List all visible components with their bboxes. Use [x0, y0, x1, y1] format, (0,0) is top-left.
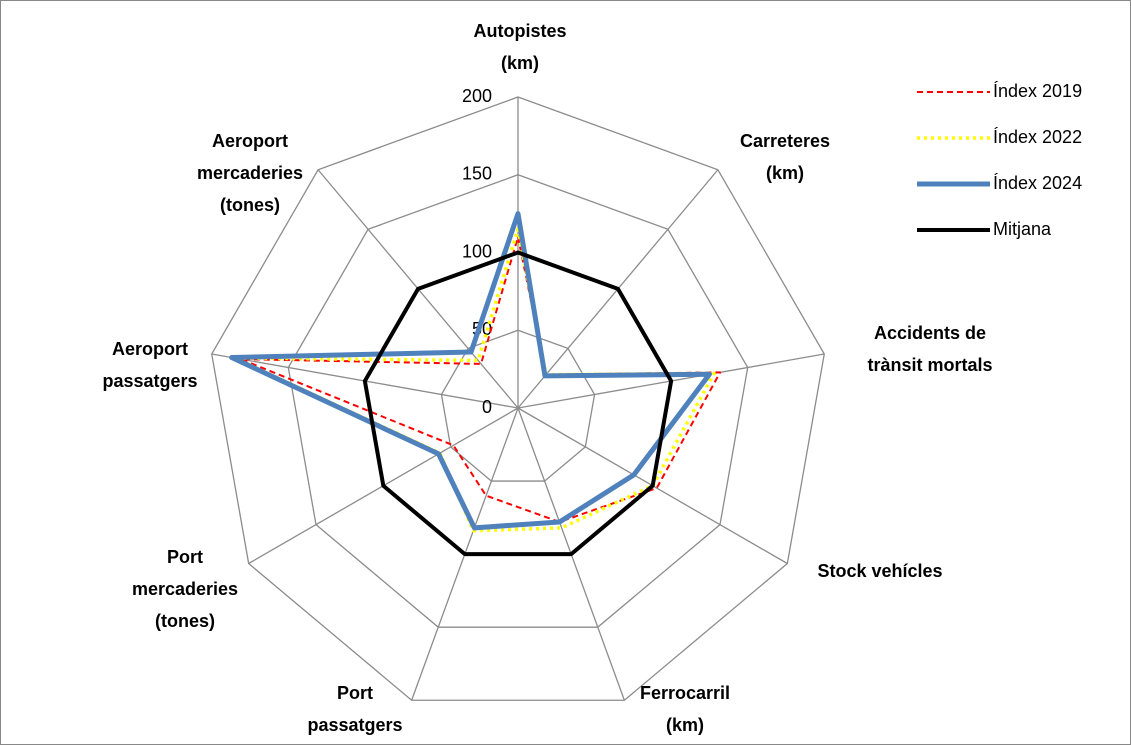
category-label: Stock vehícles: [817, 561, 942, 581]
category-label-line: Port: [337, 683, 373, 703]
category-label-line: (km): [666, 715, 704, 735]
category-label-line: mercaderies: [132, 579, 238, 599]
category-label-line: mercaderies: [197, 163, 303, 183]
grid-ring: [287, 174, 749, 628]
category-label: Port mercaderies (tones): [132, 547, 238, 631]
legend-label: Índex 2022: [993, 127, 1082, 147]
category-label: Aeroport passatgers: [102, 339, 197, 391]
category-label-line: Autopistes: [473, 21, 566, 41]
r-tick-label: 200: [462, 86, 492, 106]
category-label: Aeroport mercaderies (tones): [197, 131, 303, 215]
r-tick-label: 100: [462, 241, 492, 261]
category-label-line: (km): [501, 53, 539, 73]
category-label-line: Port: [167, 547, 203, 567]
category-label-line: trànsit mortals: [867, 355, 992, 375]
category-label-line: passatgers: [307, 715, 402, 735]
series-line: [362, 250, 674, 557]
category-label-line: Accidents de: [874, 323, 986, 343]
category-label-line: (km): [766, 163, 804, 183]
category-label-line: passatgers: [102, 371, 197, 391]
category-label: Carreteres (km): [740, 131, 830, 183]
category-label-line: Ferrocarril: [640, 683, 730, 703]
category-label-line: Stock vehícles: [817, 561, 942, 581]
legend-label: Mitjana: [993, 219, 1052, 239]
legend-label: Índex 2019: [993, 81, 1082, 101]
category-label-line: (tones): [155, 611, 215, 631]
category-label: Port passatgers: [307, 683, 402, 735]
category-label-line: Aeroport: [112, 339, 188, 359]
category-label: Autopistes (km): [473, 21, 566, 73]
grid-ring: [440, 329, 596, 482]
r-tick-label: 150: [462, 164, 492, 184]
category-label-line: (tones): [220, 195, 280, 215]
category-label-line: Carreteres: [740, 131, 830, 151]
category-label: Ferrocarril (km): [640, 683, 730, 735]
grid-ring: [211, 96, 825, 701]
category-label-line: Aeroport: [212, 131, 288, 151]
series-line: [229, 211, 712, 531]
category-label: Accidents de trànsit mortals: [867, 323, 992, 375]
r-tick-label: 0: [482, 397, 492, 417]
legend-label: Índex 2024: [993, 173, 1082, 193]
